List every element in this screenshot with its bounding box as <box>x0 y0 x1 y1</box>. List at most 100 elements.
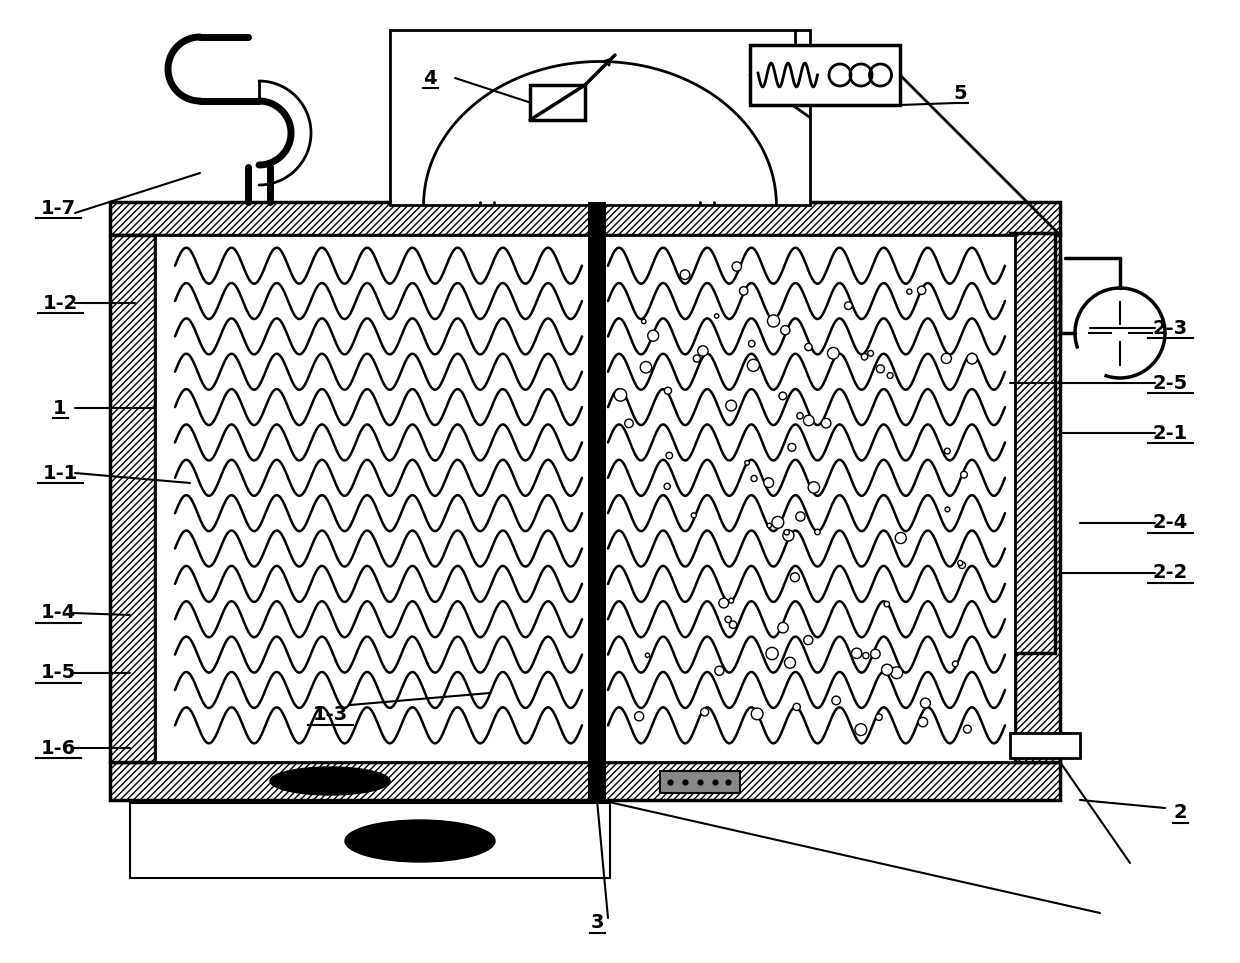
Point <box>790 408 810 424</box>
Text: 1-6: 1-6 <box>41 739 76 758</box>
Bar <box>110 762 1060 800</box>
Point <box>877 662 897 677</box>
Point <box>937 443 957 458</box>
Bar <box>750 45 900 105</box>
Point <box>890 531 910 546</box>
Text: 1-4: 1-4 <box>41 604 76 622</box>
Point <box>694 704 714 719</box>
Text: 2-3: 2-3 <box>1152 319 1188 337</box>
Bar <box>529 85 585 120</box>
Point <box>637 647 657 663</box>
Bar <box>391 30 810 205</box>
Point <box>742 336 761 351</box>
Bar <box>1011 233 1055 653</box>
Point <box>775 323 795 338</box>
Point <box>785 569 805 585</box>
Text: 2-1: 2-1 <box>1152 424 1188 443</box>
Point <box>780 655 800 670</box>
Point <box>693 343 713 358</box>
Point <box>734 283 754 299</box>
Point <box>714 595 734 611</box>
Ellipse shape <box>270 767 391 795</box>
Point <box>851 722 870 738</box>
Ellipse shape <box>345 820 495 862</box>
Point <box>657 479 677 494</box>
Point <box>764 313 784 328</box>
Point <box>804 480 823 495</box>
Bar <box>130 803 610 878</box>
Bar <box>110 235 155 762</box>
Point <box>768 514 787 530</box>
Point <box>887 665 906 681</box>
Point <box>954 467 973 482</box>
Point <box>629 709 649 724</box>
Text: 3: 3 <box>590 914 604 932</box>
Bar <box>1011 733 1080 758</box>
Point <box>945 656 965 671</box>
Point <box>911 283 931 299</box>
Point <box>737 455 756 471</box>
Point <box>962 351 982 366</box>
Bar <box>660 771 740 793</box>
Point <box>807 524 827 539</box>
Point <box>619 416 639 431</box>
Point <box>744 357 764 373</box>
Point <box>675 267 694 282</box>
Point <box>799 339 818 354</box>
Point <box>723 617 743 633</box>
Text: 1-2: 1-2 <box>42 294 78 313</box>
Text: 4: 4 <box>423 68 436 88</box>
Bar <box>1016 235 1060 762</box>
Bar <box>600 235 1016 762</box>
Bar <box>588 202 606 800</box>
Point <box>660 448 680 463</box>
Point <box>899 284 919 299</box>
Point <box>861 346 880 361</box>
Point <box>782 440 802 455</box>
Text: 1-1: 1-1 <box>42 463 78 482</box>
Point <box>589 455 609 471</box>
Point <box>856 648 875 664</box>
Point <box>826 692 846 708</box>
Point <box>707 308 727 324</box>
Point <box>937 502 957 517</box>
Point <box>936 351 956 366</box>
Point <box>706 774 725 790</box>
Text: 1-7: 1-7 <box>41 198 76 218</box>
Point <box>952 558 972 573</box>
Point <box>913 715 932 730</box>
Point <box>718 612 738 627</box>
Point <box>950 556 970 571</box>
Point <box>866 646 885 662</box>
Point <box>658 383 678 399</box>
Point <box>915 695 935 711</box>
Point <box>610 387 630 403</box>
Point <box>759 518 779 534</box>
Text: 1-5: 1-5 <box>41 664 76 683</box>
Point <box>675 774 694 790</box>
Text: 1: 1 <box>53 399 67 418</box>
Point <box>786 699 806 715</box>
Point <box>660 774 680 790</box>
Point <box>748 706 768 721</box>
Point <box>722 398 742 413</box>
Point <box>636 359 656 375</box>
Point <box>727 259 746 274</box>
Text: 1-3: 1-3 <box>312 706 347 724</box>
Point <box>722 593 742 609</box>
Point <box>870 361 890 377</box>
Point <box>744 471 764 486</box>
Point <box>779 528 799 543</box>
Point <box>773 388 792 403</box>
Bar <box>110 202 1060 235</box>
Point <box>799 633 818 648</box>
Point <box>847 645 867 661</box>
Point <box>790 508 810 524</box>
Point <box>773 620 792 636</box>
Point <box>634 314 653 329</box>
Text: 5: 5 <box>954 84 967 102</box>
Point <box>877 596 897 612</box>
Text: 2-2: 2-2 <box>1152 563 1188 583</box>
Point <box>644 328 663 344</box>
Point <box>869 710 889 725</box>
